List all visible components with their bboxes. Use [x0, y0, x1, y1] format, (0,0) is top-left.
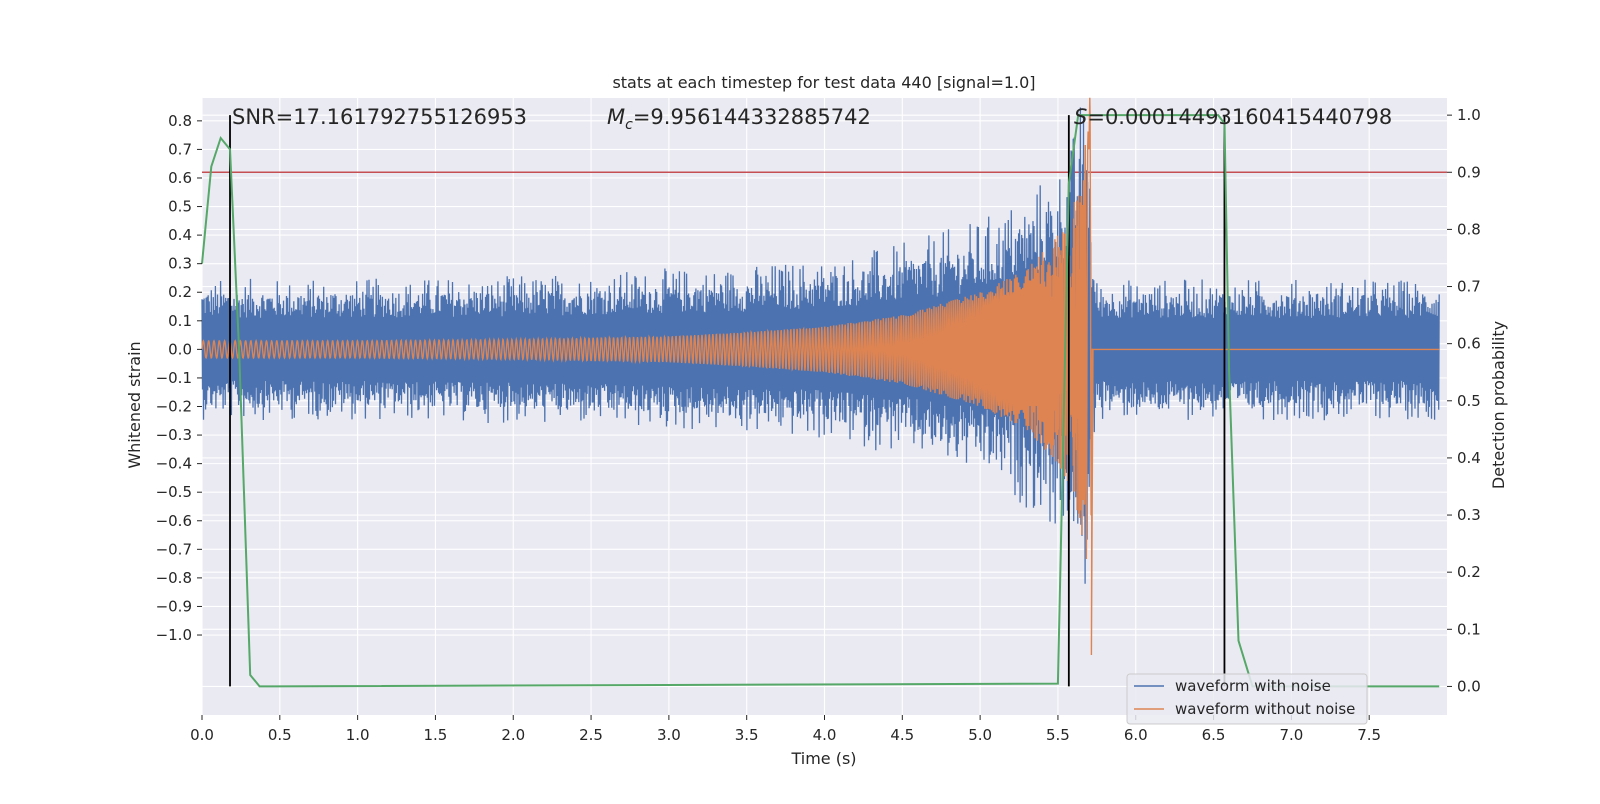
probability-path [201, 114, 1440, 688]
y-left-tick-label: −0.9 [156, 597, 192, 615]
y-left-tick-label: −1.0 [156, 626, 192, 644]
y-right-tick-label: 0.6 [1457, 335, 1481, 353]
noise-waveform-path [201, 107, 1440, 584]
x-tick-label: 1.5 [424, 726, 448, 744]
x-tick-label: 4.0 [813, 726, 837, 744]
y-left-tick-label: 0.0 [168, 340, 192, 358]
chirp-mass-annotation: Mc=9.956144332885742 [607, 105, 871, 133]
s-annotation: S=0.00014493160415440798 [1074, 105, 1392, 129]
s-symbol: S [1074, 105, 1087, 129]
x-tick-label: 2.5 [579, 726, 603, 744]
legend-label-template: waveform without noise [1175, 700, 1355, 718]
x-tick-label: 5.0 [968, 726, 992, 744]
y-left-tick-label: 0.7 [168, 140, 192, 158]
x-tick-label: 7.5 [1357, 726, 1381, 744]
y-left-tick-label: −0.3 [156, 426, 192, 444]
y-left-tick-label: −0.2 [156, 398, 192, 416]
y-left-tick-label: 0.6 [168, 169, 192, 187]
y-left-tick-label: −0.6 [156, 512, 192, 530]
y-axis-right-label: Detection probability [1489, 321, 1508, 489]
chirp-mass-subscript: c [625, 117, 633, 133]
y-left-tick-label: 0.4 [168, 226, 192, 244]
y-right-tick-label: 0.7 [1457, 278, 1481, 296]
y-right-tick-label: 0.3 [1457, 506, 1481, 524]
chart-title: stats at each timestep for test data 440… [612, 73, 1035, 92]
legend: waveform with noise waveform without noi… [1126, 673, 1368, 725]
y-right-tick-label: 0.5 [1457, 392, 1481, 410]
y-left-tick-label: 0.3 [168, 255, 192, 273]
x-tick-label: 3.0 [657, 726, 681, 744]
x-tick-label: 6.0 [1124, 726, 1148, 744]
y-left-tick-label: −0.5 [156, 483, 192, 501]
legend-label-noise: waveform with noise [1175, 677, 1331, 695]
chirp-mass-value: =9.956144332885742 [633, 105, 871, 129]
series-waveform-with-noise [201, 107, 1440, 584]
y-left-tick-label: −0.8 [156, 569, 192, 587]
x-tick-label: 0.5 [268, 726, 292, 744]
x-tick-label: 5.5 [1046, 726, 1070, 744]
y-right-tick-label: 0.9 [1457, 163, 1481, 181]
y-axis-left-label: Whitened strain [125, 341, 144, 468]
y-left-tick-label: 0.1 [168, 312, 192, 330]
series-waveform-without-noise [201, 97, 1440, 656]
y-left-tick-label: −0.4 [156, 455, 192, 473]
y-right-tick-label: 0.1 [1457, 620, 1481, 638]
x-tick-label: 3.5 [735, 726, 759, 744]
snr-annotation: SNR=17.161792755126953 [232, 105, 527, 129]
x-tick-label: 7.0 [1279, 726, 1303, 744]
y-right-axis-ticks: 1.0 0.9 0.8 0.7 0.6 0.5 0.4 0.3 0.2 0.1 0.0 [1447, 106, 1481, 695]
y-left-tick-label: 0.8 [168, 112, 192, 130]
x-tick-label: 0.0 [190, 726, 214, 744]
legend-box [1126, 673, 1368, 725]
x-axis-ticks: 0.0 0.5 1.0 1.5 2.0 2.5 3.0 3.5 4.0 4.5 5.0 5.5 6.0 6… [190, 715, 1381, 744]
y-left-axis-ticks: 0.8 0.7 0.6 0.5 0.4 0.3 0.2 0.1 0.0 −0.1 −0.2 −0.3 −… [156, 112, 202, 644]
y-right-tick-label: 0.2 [1457, 563, 1481, 581]
y-right-tick-label: 0.0 [1457, 677, 1481, 695]
y-left-tick-label: −0.7 [156, 540, 192, 558]
s-value: =0.00014493160415440798 [1087, 105, 1392, 129]
y-right-tick-label: 0.4 [1457, 449, 1481, 467]
x-tick-label: 4.5 [890, 726, 914, 744]
x-tick-label: 6.5 [1202, 726, 1226, 744]
template-waveform-path [201, 97, 1440, 656]
x-tick-label: 1.0 [346, 726, 370, 744]
x-axis-label: Time (s) [790, 749, 856, 768]
y-left-tick-label: 0.2 [168, 283, 192, 301]
y-right-tick-label: 1.0 [1457, 106, 1481, 124]
x-tick-label: 2.0 [501, 726, 525, 744]
series-detection-probability [201, 114, 1440, 688]
y-left-tick-label: −0.1 [156, 369, 192, 387]
y-left-tick-label: 0.5 [168, 198, 192, 216]
chirp-mass-symbol: M [607, 105, 625, 129]
y-right-tick-label: 0.8 [1457, 220, 1481, 238]
